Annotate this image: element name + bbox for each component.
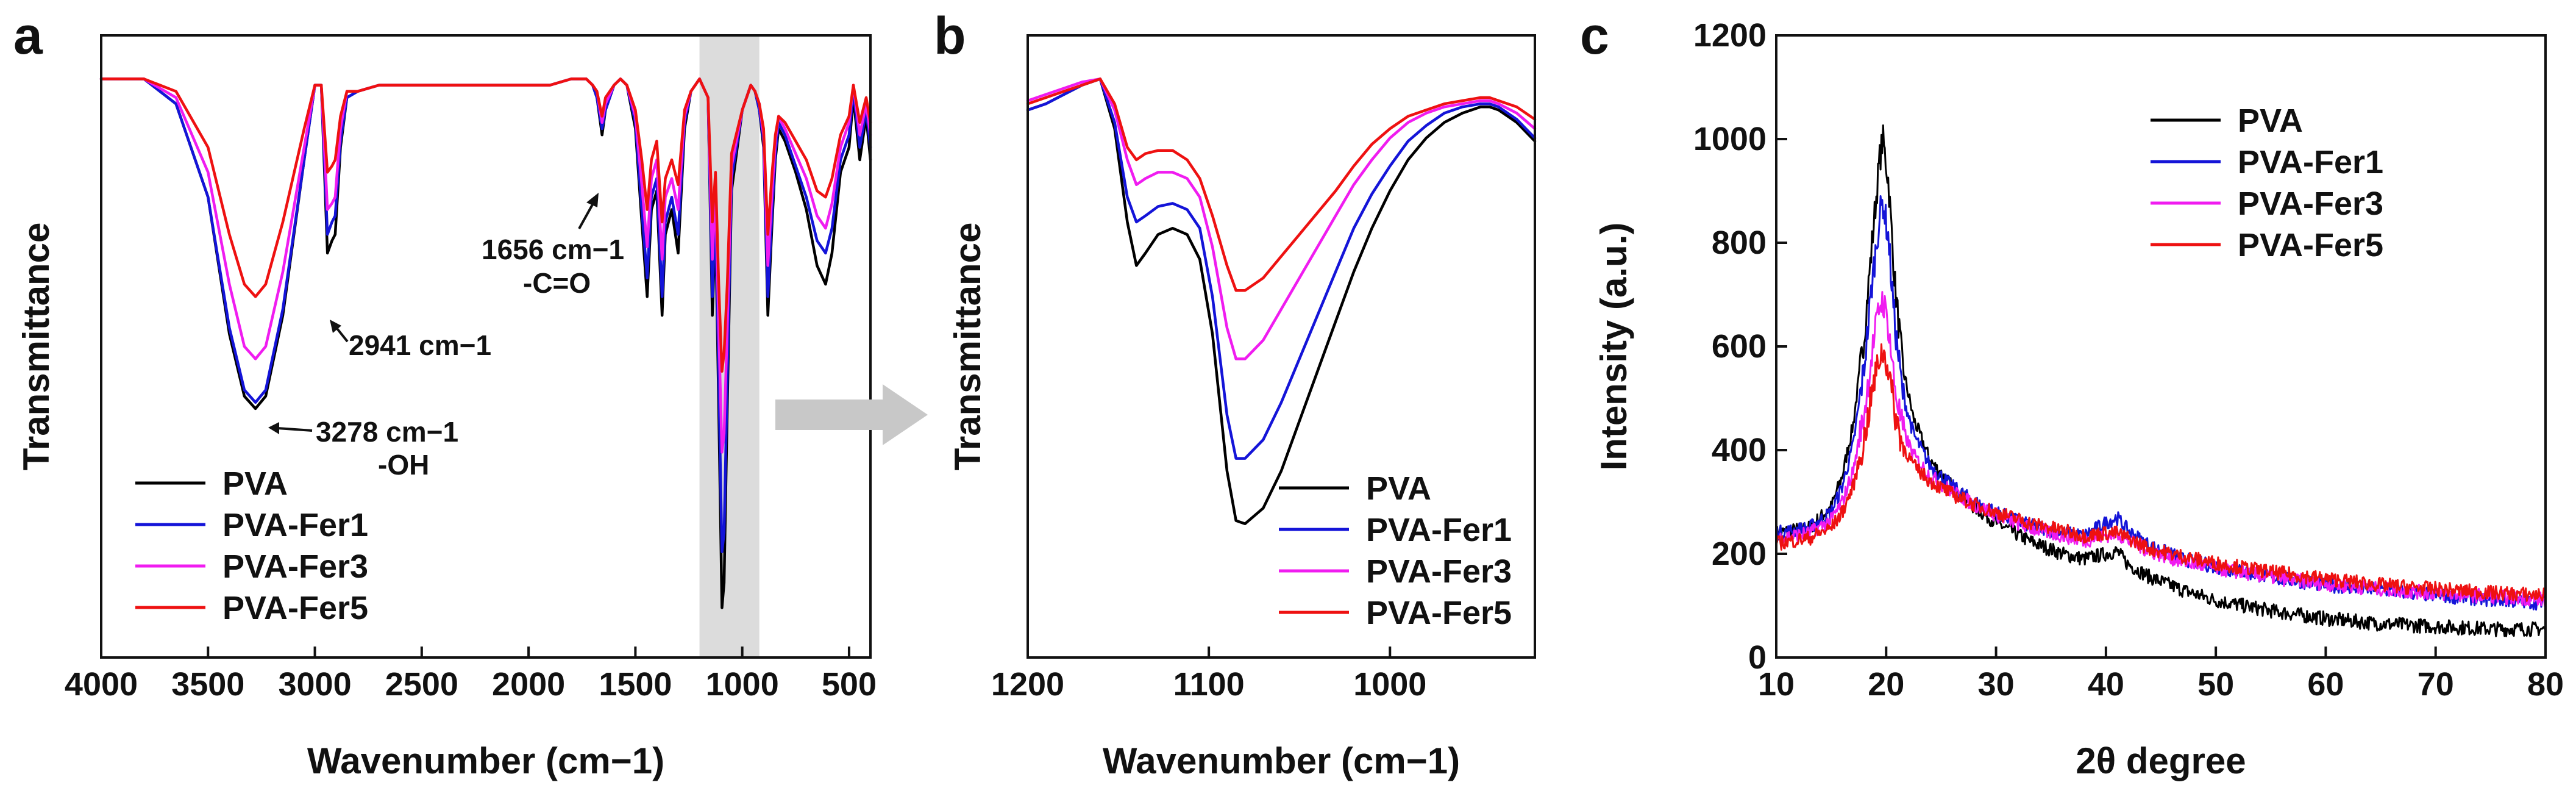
x-tick-label: 40 [2088, 666, 2124, 703]
panel-label-c: c [1580, 7, 1609, 65]
panel-transition-arrow [775, 384, 928, 445]
annotation-label: 1656 cm−1 [482, 234, 624, 265]
y-axis-title-c: Intensity (a.u.) [1593, 223, 1634, 471]
panel-a: 4000 3500 3000 2500 2000 1500 1000 500 Wavenumb… [16, 34, 877, 781]
legend-label-pva-fer3: PVA-Fer3 [1366, 553, 1512, 590]
x-axis-title-c: 2θ degree [2076, 740, 2246, 781]
series-line-pva-fer5 [1026, 77, 1537, 292]
legend-c: PVA PVA-Fer1 PVA-Fer3 PVA-Fer5 [2151, 102, 2383, 263]
series-line-pva-fer5 [1775, 343, 2547, 602]
annotation-arrowhead [586, 193, 599, 207]
series-line-pva-fer1 [1026, 77, 1537, 460]
panel-label-b: b [934, 7, 966, 65]
panel-b: 1200 1100 1000 Wavenumber (cm−1) Transmitt… [947, 34, 1537, 781]
plot-frame-c [1775, 34, 2547, 659]
x-tick-label: 1000 [706, 666, 779, 703]
legend-label-pva-fer5: PVA-Fer5 [2238, 227, 2383, 263]
y-tick-label: 0 [1748, 639, 1767, 676]
x-tick-label: 1100 [1173, 666, 1245, 703]
legend-label-pva: PVA [1366, 470, 1431, 507]
annotation-group-label: -C=O [523, 267, 591, 299]
y-tick-label: 1000 [1693, 121, 1767, 157]
annotation-group-label: -OH [378, 449, 429, 481]
annotation-arrowhead [330, 320, 341, 333]
y-tick-label: 800 [1712, 224, 1767, 261]
annotation-1656: 1656 cm−1 -C=O [482, 193, 624, 299]
series-line-pva [1026, 77, 1537, 525]
x-tick-label: 3500 [171, 666, 244, 703]
x-tick-label: 30 [1978, 666, 2015, 703]
x-ticks-a: 4000 3500 3000 2500 2000 1500 1000 500 [65, 647, 877, 703]
x-tick-label: 10 [1758, 666, 1795, 703]
x-tick-label: 500 [822, 666, 877, 703]
legend-label-pva-fer5: PVA-Fer5 [222, 590, 368, 626]
legend-label-pva: PVA [2238, 102, 2303, 139]
series-line-pva [1775, 124, 2547, 637]
series-group-b [1026, 77, 1537, 525]
x-tick-label: 2000 [492, 666, 565, 703]
y-tick-label: 200 [1712, 536, 1767, 572]
x-tick-label: 50 [2197, 666, 2234, 703]
plot-frame-a [100, 34, 872, 659]
annotation-3278: 3278 cm−1 -OH [268, 416, 458, 481]
x-tick-label: 70 [2418, 666, 2454, 703]
legend-label-pva-fer1: PVA-Fer1 [1366, 512, 1512, 548]
annotation-arrow-line [277, 427, 313, 432]
x-axis-title-b: Wavenumber (cm−1) [1103, 740, 1460, 781]
plot-frame-b [1026, 34, 1536, 659]
series-line-pva-fer1 [1775, 195, 2547, 611]
legend-label-pva-fer3: PVA-Fer3 [2238, 185, 2383, 222]
x-axis-title-a: Wavenumber (cm−1) [307, 740, 664, 781]
y-tick-label: 1200 [1693, 17, 1767, 54]
annotation-2941: 2941 cm−1 [330, 320, 491, 361]
x-tick-label: 1200 [991, 666, 1064, 703]
legend-label-pva: PVA [222, 465, 288, 502]
y-tick-label: 600 [1712, 328, 1767, 365]
x-ticks-c: 10 20 30 40 50 60 70 80 [1758, 647, 2564, 703]
series-group-a [99, 77, 872, 609]
series-line-pva-fer3 [1775, 291, 2547, 607]
panel-c: 10 20 30 40 50 60 70 80 0 200 400 600 800 1000 1200 2… [1593, 17, 2564, 781]
legend-label-pva-fer1: PVA-Fer1 [2238, 144, 2383, 181]
y-axis-title-b: Transmittance [947, 223, 988, 471]
annotation-label: 3278 cm−1 [316, 416, 458, 448]
x-tick-label: 1500 [599, 666, 672, 703]
x-tick-label: 2500 [385, 666, 458, 703]
legend-label-pva-fer3: PVA-Fer3 [222, 548, 368, 585]
legend-a: PVA PVA-Fer1 PVA-Fer3 PVA-Fer5 [135, 465, 368, 626]
series-group-c [1775, 124, 2547, 637]
x-tick-label: 20 [1868, 666, 1904, 703]
legend-label-pva-fer1: PVA-Fer1 [222, 507, 368, 543]
series-line-pva-fer5 [99, 77, 872, 373]
y-tick-label: 400 [1712, 432, 1767, 468]
annotation-label: 2941 cm−1 [349, 329, 491, 361]
x-ticks-b: 1200 1100 1000 [991, 647, 1426, 703]
x-tick-label: 3000 [278, 666, 351, 703]
y-ticks-c: 0 200 400 600 800 1000 1200 [1693, 17, 1787, 676]
y-axis-title-a: Transmittance [16, 223, 57, 471]
panel-label-a: a [13, 7, 43, 65]
legend-label-pva-fer5: PVA-Fer5 [1366, 595, 1512, 631]
x-tick-label: 60 [2307, 666, 2344, 703]
x-tick-label: 80 [2527, 666, 2564, 703]
annotation-arrowhead [268, 422, 279, 434]
annotation-arrow-line [578, 201, 596, 229]
x-tick-label: 4000 [65, 666, 138, 703]
legend-b: PVA PVA-Fer1 PVA-Fer3 PVA-Fer5 [1279, 470, 1512, 631]
series-line-pva-fer3 [1026, 77, 1537, 360]
x-tick-label: 1000 [1353, 666, 1426, 703]
